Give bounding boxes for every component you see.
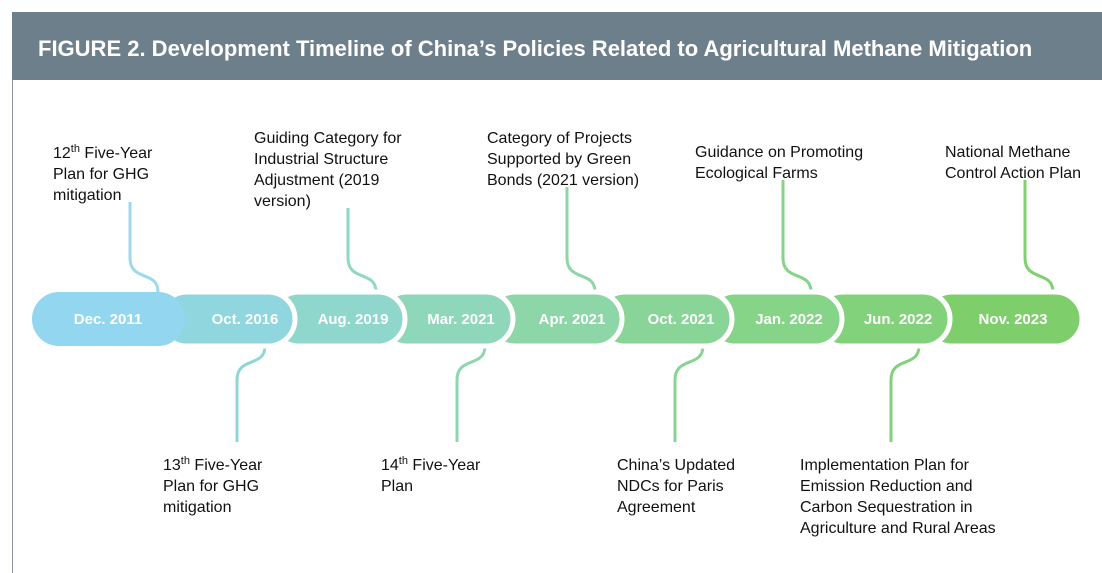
ordinal: 13	[163, 457, 181, 474]
event-text: China’s Updated	[617, 457, 735, 474]
event-text: Carbon Sequestration in	[800, 499, 973, 516]
event-text: Plan for GHG	[163, 478, 259, 495]
date-label: Apr. 2021	[539, 311, 606, 328]
event-line: Five-Year	[190, 457, 263, 474]
event-line: Bonds (2021 version)	[487, 172, 639, 189]
event-line: Agriculture and Rural Areas	[800, 520, 996, 537]
ordinal-suffix: th	[71, 143, 80, 155]
connector	[781, 180, 813, 293]
event-text: NDCs for Paris	[617, 478, 724, 495]
event-text: Supported by Green	[487, 151, 631, 168]
date-label: Jun. 2022	[864, 311, 932, 328]
connector	[889, 345, 921, 442]
event-line: Agreement	[617, 499, 696, 516]
date-label: Nov. 2023	[979, 311, 1048, 328]
event-text: mitigation	[163, 499, 231, 516]
event-text: Ecological Farms	[695, 165, 818, 182]
event-text: Category of Projects	[487, 130, 632, 147]
event-text: Bonds (2021 version)	[487, 172, 639, 189]
event-line: Implementation Plan for	[800, 457, 970, 474]
connector	[1023, 180, 1055, 293]
ordinal-suffix: th	[181, 455, 190, 467]
date-label: Dec. 2011	[74, 311, 142, 328]
event-text: National Methane	[945, 144, 1071, 161]
event-line: Five-Year	[408, 457, 481, 474]
event-text: mitigation	[53, 187, 121, 204]
connector	[128, 202, 160, 293]
event-line: version)	[254, 193, 311, 210]
event-text: Plan for GHG	[53, 166, 149, 183]
event-text: 14th Five-Year	[381, 455, 481, 474]
event-line: National Methane	[945, 144, 1071, 161]
connectors	[128, 180, 1055, 442]
event-line: Category of Projects	[487, 130, 632, 147]
event-line: mitigation	[53, 187, 121, 204]
ordinal: 12	[53, 145, 71, 162]
event-line: Plan for GHG	[53, 166, 149, 183]
event-line: Guidance on Promoting	[695, 144, 863, 161]
event-text: Industrial Structure	[254, 151, 388, 168]
header-bar	[12, 12, 1102, 80]
event-text: Agreement	[617, 499, 696, 516]
timeline-segment	[32, 292, 185, 346]
connector	[673, 345, 705, 442]
event-text: Guiding Category for	[254, 130, 402, 147]
event-text: Adjustment (2019	[254, 172, 380, 189]
date-label: Jan. 2022	[755, 311, 823, 328]
timeline: Dec. 2011 Oct. 2016 Aug. 2019 Mar. 2021 Apr.…	[32, 289, 1085, 349]
event-text: Control Action Plan	[945, 165, 1081, 182]
event-line: Supported by Green	[487, 151, 631, 168]
ordinal: 14	[381, 457, 399, 474]
event-text: Emission Reduction and	[800, 478, 973, 495]
connector	[235, 345, 267, 442]
event-line: Emission Reduction and	[800, 478, 973, 495]
event-line: NDCs for Paris	[617, 478, 724, 495]
connector	[565, 187, 597, 293]
event-line: China’s Updated	[617, 457, 735, 474]
event-line: Carbon Sequestration in	[800, 499, 973, 516]
date-label: Aug. 2019	[318, 311, 389, 328]
connector	[346, 208, 378, 293]
event-line: Plan	[381, 478, 413, 495]
event-text: Guidance on Promoting	[695, 144, 863, 161]
date-label: Oct. 2021	[648, 311, 715, 328]
title: FIGURE 2. Development Timeline of China’…	[38, 36, 1032, 61]
event-text: version)	[254, 193, 311, 210]
date-label: Oct. 2016	[212, 311, 279, 328]
event-line: Five-Year	[80, 145, 153, 162]
event-line: Industrial Structure	[254, 151, 388, 168]
event-text: 13th Five-Year	[163, 455, 263, 474]
event-text: 12th Five-Year	[53, 143, 153, 162]
event-text: Implementation Plan for	[800, 457, 970, 474]
event-line: mitigation	[163, 499, 231, 516]
date-label: Mar. 2021	[427, 311, 495, 328]
connector	[455, 345, 487, 442]
event-line: Adjustment (2019	[254, 172, 380, 189]
event-text: Plan	[381, 478, 413, 495]
event-line: Plan for GHG	[163, 478, 259, 495]
event-line: Guiding Category for	[254, 130, 402, 147]
event-text: Agriculture and Rural Areas	[800, 520, 996, 537]
ordinal-suffix: th	[399, 455, 408, 467]
event-line: Ecological Farms	[695, 165, 818, 182]
event-line: Control Action Plan	[945, 165, 1081, 182]
